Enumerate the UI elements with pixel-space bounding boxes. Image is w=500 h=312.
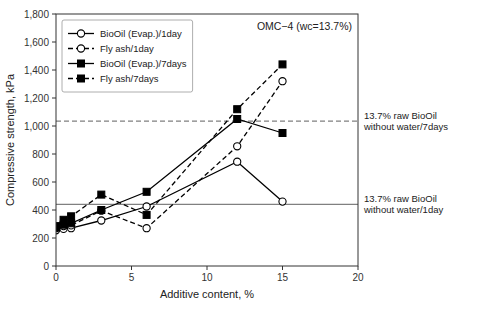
x-tick-label: 15: [277, 272, 289, 283]
y-tick-label: 800: [32, 149, 49, 160]
y-tick: [52, 42, 56, 43]
series-marker: [234, 116, 241, 123]
legend-swatch-marker: [77, 45, 84, 52]
legend-label: Fly ash/1day: [100, 43, 154, 54]
series-marker: [279, 78, 286, 85]
x-tick: [131, 266, 132, 270]
reference-line: [56, 204, 358, 205]
y-tick-label: 600: [32, 177, 49, 188]
y-tick-label: 1,800: [24, 9, 49, 20]
reference-line-label-line: without water/7days: [363, 121, 448, 132]
series-marker: [143, 225, 150, 232]
series-marker: [279, 61, 286, 68]
series-marker: [143, 188, 150, 195]
plot-frame: [56, 14, 358, 266]
legend-swatch-marker: [78, 60, 85, 67]
y-tick: [52, 182, 56, 183]
series-marker: [56, 223, 60, 230]
series-marker: [98, 217, 105, 224]
x-tick-label: 5: [129, 272, 135, 283]
series-marker: [98, 191, 105, 198]
series-marker: [234, 158, 241, 165]
y-tick: [52, 70, 56, 71]
reference-line-label: 13.7% raw BioOilwithout water/1day: [363, 193, 443, 215]
y-tick: [52, 266, 56, 267]
legend-label: Fly ash/7days: [100, 73, 159, 84]
y-tick: [52, 98, 56, 99]
series-marker: [234, 106, 241, 113]
series-marker: [143, 203, 150, 210]
y-tick: [52, 154, 56, 155]
legend-swatch-marker: [77, 30, 84, 37]
reference-line-label: 13.7% raw BioOilwithout water/7days: [363, 110, 448, 132]
y-tick-label: 1,400: [24, 65, 49, 76]
series-marker: [143, 211, 150, 218]
series-marker: [234, 143, 241, 150]
series-marker: [98, 207, 105, 214]
y-tick-label: 400: [32, 205, 49, 216]
y-tick: [52, 210, 56, 211]
y-tick-label: 1,600: [24, 37, 49, 48]
reference-line-label-line: 13.7% raw BioOil: [364, 193, 437, 204]
series-marker: [98, 207, 105, 214]
series-marker: [60, 216, 67, 223]
series-marker: [68, 213, 75, 220]
legend-label: BioOil (Evap.)/1day: [100, 28, 182, 39]
x-tick-label: 0: [53, 272, 59, 283]
series-line: [56, 162, 283, 231]
y-tick: [52, 126, 56, 127]
series-line: [56, 119, 283, 228]
x-tick-label: 20: [352, 272, 364, 283]
series-marker: [279, 130, 286, 137]
y-axis-label: Compressive strength, kPa: [4, 73, 16, 206]
legend-swatch-marker: [78, 75, 85, 82]
plot-background: [56, 14, 358, 266]
x-tick: [282, 266, 283, 270]
y-tick-label: 0: [43, 261, 49, 272]
y-tick-label: 1,200: [24, 93, 49, 104]
y-tick-label: 200: [32, 233, 49, 244]
x-tick: [358, 266, 359, 270]
legend-label: BioOil (Evap.)/7days: [100, 58, 187, 69]
series-marker: [279, 198, 286, 205]
chart: 0 200 400 600 800 1,000 1,200 1,400 1,600 1,800 0 5…: [0, 0, 500, 312]
reference-line-label-line: 13.7% raw BioOil: [364, 110, 437, 121]
x-tick: [207, 266, 208, 270]
x-tick-label: 10: [201, 272, 213, 283]
annotation: OMC−4 (wc=13.7%): [257, 20, 352, 32]
reference-line: [56, 120, 358, 121]
x-tick: [56, 266, 57, 270]
series-line: [56, 81, 283, 228]
reference-line-label-line: without water/1day: [363, 204, 443, 215]
legend-box: [62, 20, 193, 92]
legend: BioOil (Evap.)/1day Fly ash/1day BioOil (E…: [62, 20, 193, 92]
y-tick: [52, 14, 56, 15]
y-tick-label: 1,000: [24, 121, 49, 132]
axes: 0 200 400 600 800 1,000 1,200 1,400 1,600 1,800 0 5…: [4, 9, 364, 301]
series-marker: [68, 220, 75, 227]
x-axis-label: Additive content, %: [160, 288, 254, 300]
y-tick: [52, 238, 56, 239]
